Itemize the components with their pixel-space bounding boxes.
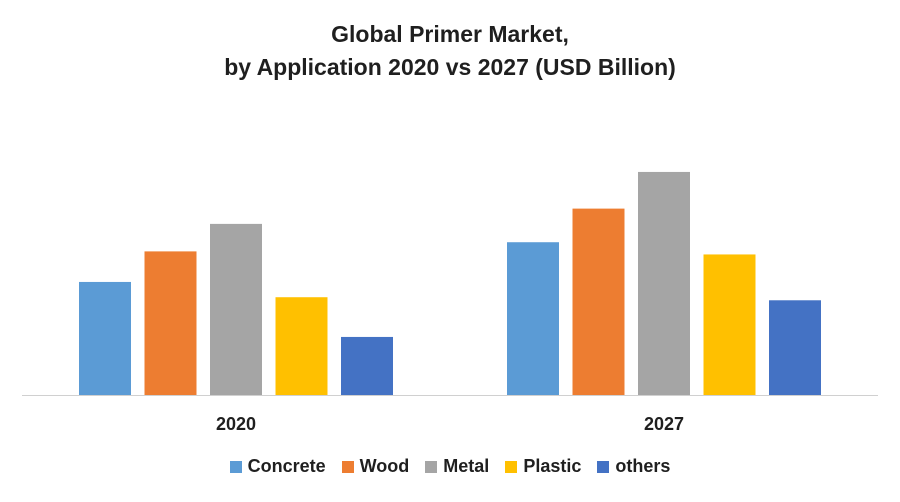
bar-2027-metal (638, 171, 690, 395)
legend-item-others: others (597, 456, 670, 477)
bar-2020-concrete (79, 281, 131, 395)
chart-title: Global Primer Market, by Application 202… (0, 18, 900, 84)
bar-2027-plastic (703, 254, 756, 395)
bar-2027-wood (572, 208, 625, 395)
x-tick-label-2027: 2027 (644, 414, 684, 434)
legend-item-concrete: Concrete (229, 456, 326, 477)
chart-title-line-1: Global Primer Market, (331, 21, 569, 47)
legend-label: Concrete (247, 456, 326, 476)
legend-swatch (425, 460, 438, 473)
legend-swatch (229, 460, 242, 473)
bar-2020-plastic (275, 297, 328, 395)
legend-item-wood: Wood (341, 456, 410, 477)
legend-swatch (597, 460, 610, 473)
legend: Concrete Wood Metal Plastic others (0, 456, 900, 477)
bar-2020-others (341, 336, 393, 395)
legend-swatch (505, 460, 518, 473)
bar-2027-others (769, 300, 821, 395)
legend-item-metal: Metal (425, 456, 489, 477)
bar-2020-wood (144, 251, 197, 395)
bar-2027-concrete (507, 242, 559, 395)
chart-title-line-2: by Application 2020 vs 2027 (USD Billion… (224, 54, 676, 80)
legend-item-plastic: Plastic (505, 456, 581, 477)
legend-swatch (341, 460, 354, 473)
bar-2020-metal (210, 223, 262, 395)
legend-label: Wood (359, 456, 410, 476)
legend-label: Metal (443, 456, 490, 476)
legend-label: Plastic (523, 456, 582, 476)
legend-label: others (615, 456, 671, 476)
x-tick-label-2020: 2020 (216, 414, 256, 434)
